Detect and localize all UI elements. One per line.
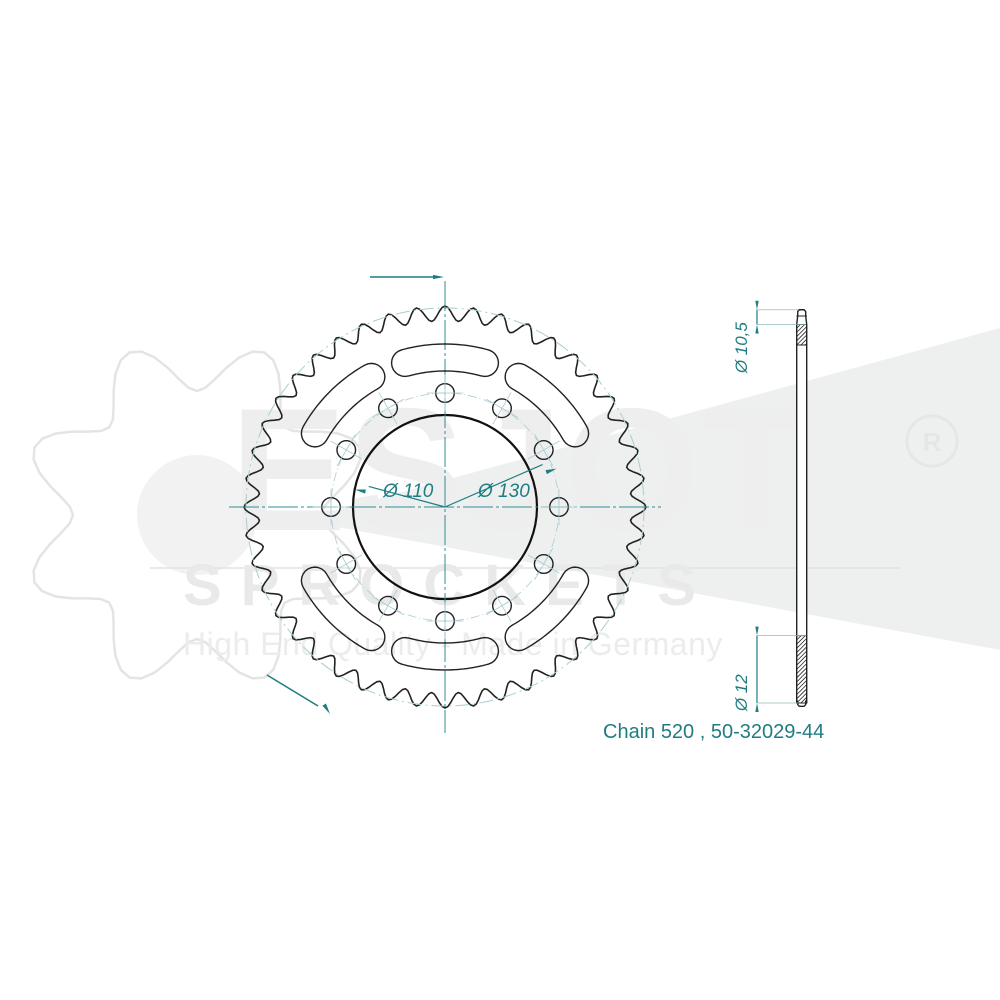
svg-text:High End Quality - Made in Ger: High End Quality - Made in Germany xyxy=(183,626,723,662)
svg-text:Ø 110: Ø 110 xyxy=(382,481,434,502)
svg-text:Ø 130: Ø 130 xyxy=(477,481,530,502)
svg-text:Chain 520 , 50-32029-44: Chain 520 , 50-32029-44 xyxy=(603,721,824,743)
svg-text:R: R xyxy=(923,427,942,457)
svg-text:Ø 10,5: Ø 10,5 xyxy=(732,322,751,375)
svg-text:Ø 12: Ø 12 xyxy=(732,674,751,712)
svg-text:ESJOT: ESJOT xyxy=(230,373,809,568)
